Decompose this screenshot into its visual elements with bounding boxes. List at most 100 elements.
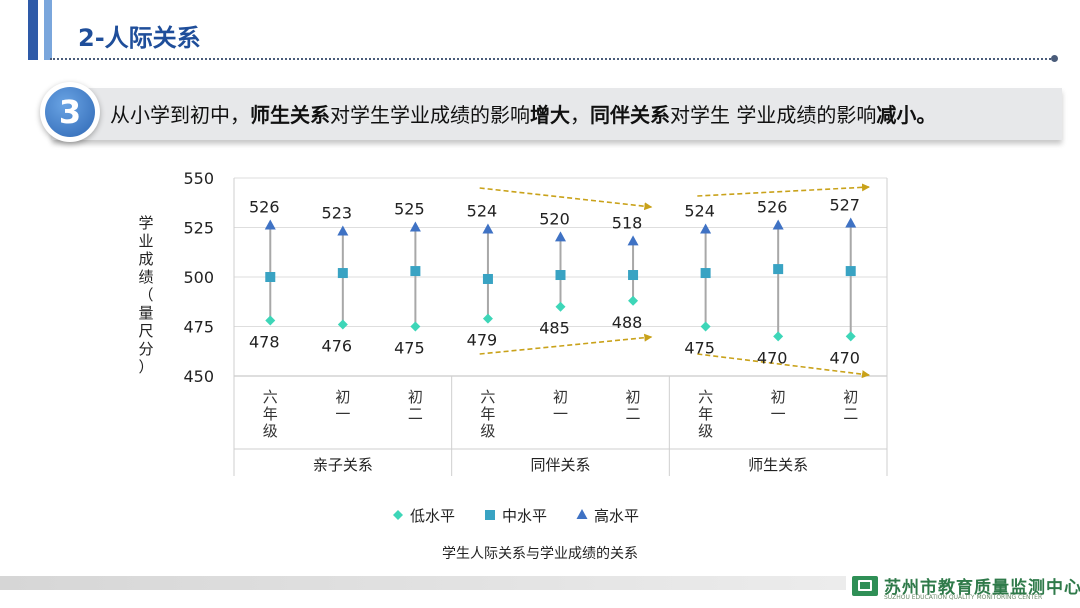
legend-label: 低水平 [410,507,455,525]
y-axis-label-char: 业 [138,232,153,250]
org-logo-icon [852,576,878,596]
legend-marker-高水平 [576,509,588,519]
high-value-label: 520 [539,209,570,228]
category-label-char: 二 [843,405,858,423]
category-label-char: 初 [408,388,423,406]
point-中水平 [628,270,639,281]
finding-bold-1: 师生关系 [250,103,330,127]
point-低水平 [700,321,711,332]
y-tick-label: 500 [183,268,214,287]
y-axis-label-char: ） [138,358,153,376]
trend-arrow-down [479,187,653,211]
category-label-char: 六 [698,388,713,406]
low-value-label: 475 [684,339,715,358]
trend-arrow-up [479,333,653,355]
category-label-char: 六 [480,388,495,406]
category-label-char: 年 [263,405,278,423]
low-value-label: 476 [322,337,353,356]
point-中水平 [555,270,566,281]
y-tick-label: 475 [183,318,214,337]
y-axis-label-char: 成 [138,250,153,268]
low-value-label: 470 [829,348,860,367]
point-高水平 [482,223,494,234]
point-中水平 [410,266,421,277]
category-label-char: 初 [553,388,568,406]
category-label-char: 级 [698,422,713,440]
category-label-char: 初 [335,388,350,406]
category-label-char: 初 [771,388,786,406]
point-低水平 [410,321,421,332]
group-label: 师生关系 [748,456,808,474]
point-中水平 [265,272,276,282]
point-高水平 [772,219,784,230]
point-低水平 [555,301,566,312]
high-value-label: 526 [249,198,280,217]
point-高水平 [337,225,349,236]
org-name: 苏州市教育质量监测中心 [884,578,1080,598]
point-中水平 [845,266,856,277]
y-tick-label: 550 [183,169,214,188]
group-label: 同伴关系 [530,456,590,474]
y-tick-label: 525 [183,219,214,238]
point-高水平 [409,221,421,232]
point-低水平 [482,313,493,324]
low-value-label: 478 [249,333,280,352]
point-低水平 [265,315,276,326]
point-低水平 [337,319,348,330]
finding-bold-3: 同伴关系 [590,103,670,127]
header-accent-light [44,0,52,60]
point-高水平 [845,217,857,228]
finding-bold-4: 减小。 [876,103,937,127]
header-divider [50,58,1054,60]
low-value-label: 479 [467,331,498,350]
category-label-char: 一 [335,405,350,423]
category-label-char: 二 [626,405,641,423]
key-finding-text: 从小学到初中，师生关系对学生学业成绩的影响增大，同伴关系对学生 学业成绩的影响减… [110,99,936,128]
finding-text-1: 从小学到初中， [110,103,250,127]
high-value-label: 526 [757,198,788,217]
high-value-label: 518 [612,213,643,232]
low-value-label: 485 [539,319,570,338]
point-低水平 [628,295,639,306]
y-axis-label-char: 学 [138,214,153,232]
category-label-char: 二 [408,405,423,423]
finding-text-4: 对学生 学业成绩的影响 [670,103,877,127]
header-accent-dark [28,0,38,60]
legend-label: 中水平 [502,507,547,525]
finding-bold-2: 增大 [530,103,570,127]
y-axis-label-char: 分 [138,340,153,358]
group-label: 亲子关系 [313,456,373,474]
footer-bar [0,576,846,590]
point-中水平 [700,268,711,279]
y-axis-label-char: 尺 [138,322,153,340]
legend-label: 高水平 [594,507,639,525]
high-value-label: 524 [684,201,715,220]
low-value-label: 475 [394,339,425,358]
key-finding-banner: 从小学到初中，师生关系对学生学业成绩的影响增大，同伴关系对学生 学业成绩的影响减… [52,88,1062,140]
point-中水平 [482,273,493,284]
point-高水平 [700,223,712,234]
point-低水平 [845,331,856,342]
point-低水平 [773,331,784,342]
header-divider-end [1051,55,1058,62]
category-label-char: 六 [263,388,278,406]
high-value-label: 524 [467,201,498,220]
y-axis-label-char: 绩 [138,268,153,286]
low-value-label: 470 [757,348,788,367]
legend-marker-中水平 [485,510,495,520]
page-title: 2-人际关系 [78,24,201,52]
point-中水平 [773,264,784,275]
category-label-char: 级 [480,422,495,440]
finding-number-badge: 3 [40,82,100,142]
category-label-char: 一 [553,405,568,423]
point-高水平 [627,235,639,246]
y-tick-label: 450 [183,367,214,386]
point-高水平 [264,219,276,230]
point-高水平 [555,231,566,242]
y-axis-label-char: （ [138,286,153,304]
high-value-label: 523 [322,203,353,222]
low-value-label: 488 [612,313,643,332]
chart-title: 学生人际关系与学业成绩的关系 [442,546,638,562]
finding-number: 3 [45,87,95,137]
